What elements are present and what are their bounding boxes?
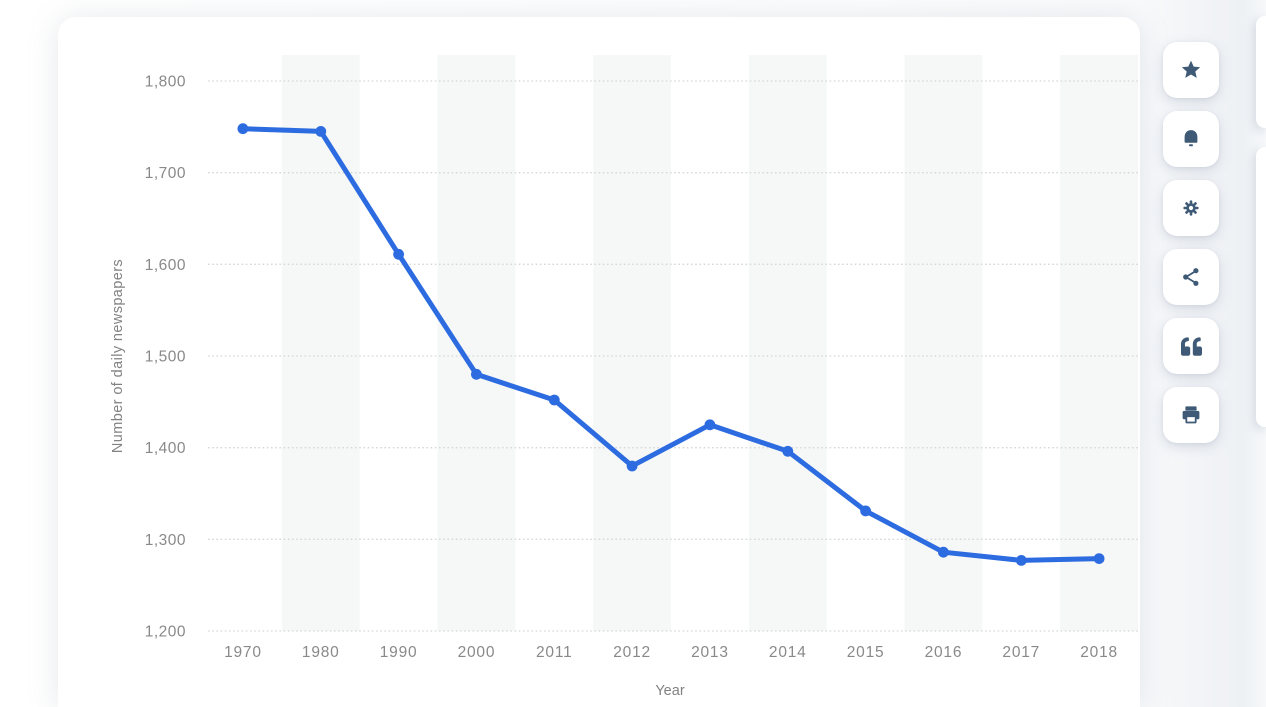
print-button[interactable] xyxy=(1163,387,1219,443)
side-panel-edge-top xyxy=(1256,16,1266,128)
favorite-button[interactable] xyxy=(1163,42,1219,98)
side-panel-edge-bottom xyxy=(1256,147,1266,427)
cite-button[interactable] xyxy=(1163,318,1219,374)
settings-button[interactable] xyxy=(1163,180,1219,236)
share-icon xyxy=(1183,268,1199,286)
print-icon xyxy=(1182,406,1200,424)
star-icon xyxy=(1181,60,1201,78)
chart-card xyxy=(58,17,1140,707)
gear-icon xyxy=(1183,200,1199,216)
bell-icon xyxy=(1184,130,1198,147)
alert-button[interactable] xyxy=(1163,111,1219,167)
share-button[interactable] xyxy=(1163,249,1219,305)
action-toolbar xyxy=(1163,42,1219,443)
quote-icon xyxy=(1180,336,1202,356)
